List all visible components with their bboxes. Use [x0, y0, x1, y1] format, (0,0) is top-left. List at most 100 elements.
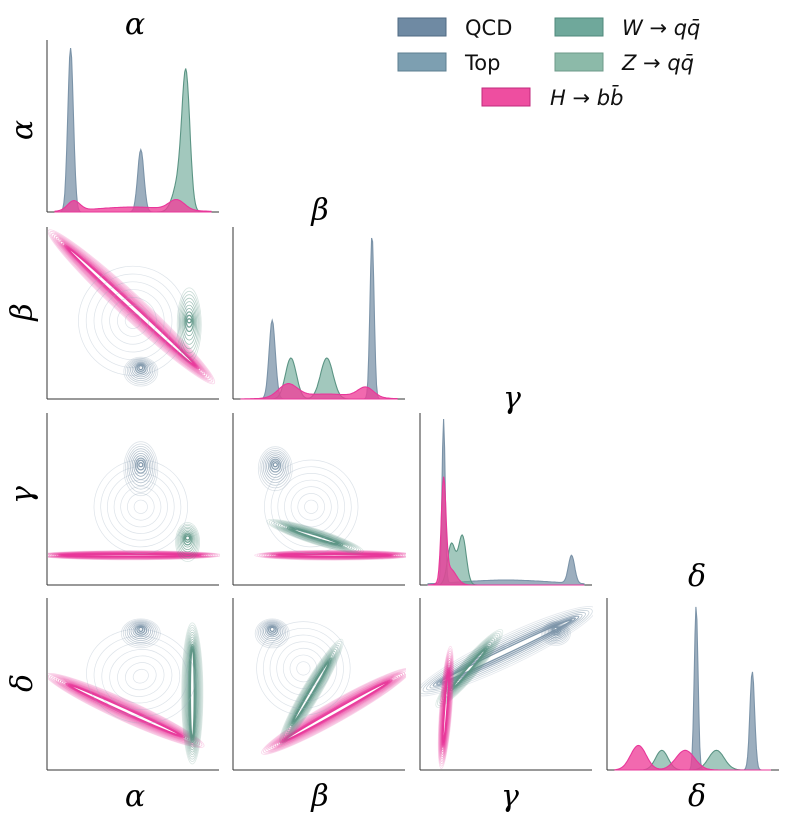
contour-panel-delta-vs-alpha-qcd-haze-3-level-0: [132, 668, 149, 684]
contour-panel-delta-vs-beta-w-z-band-1-level-10: [280, 640, 343, 743]
contour-panel-delta-vs-gamma-h-band-2-level-8: [439, 652, 453, 762]
contour-panel-gamma-vs-alpha-qcd-haze-3: [93, 459, 188, 554]
contour-panel-beta-vs-alpha-h-band-0-level-3: [61, 242, 201, 371]
contour-panel-gamma-vs-alpha-qcd-haze-3-level-4: [107, 473, 175, 541]
contour-panel-delta-vs-alpha-h-band-0-level-11: [48, 673, 205, 748]
contour-panel-beta-vs-alpha-qcd-blob-1-level-0: [138, 364, 144, 371]
contour-panel-delta-vs-beta-h-band-0-level-10: [263, 669, 406, 754]
contour-panel-gamma-vs-alpha-qcd-blob-1-level-6: [128, 448, 154, 487]
contour-panel-gamma-vs-alpha-h-band-0-level-9: [48, 550, 218, 560]
legend-item-top: Top: [397, 51, 500, 75]
contour-panel-delta-vs-gamma-h-band-2-level-7: [439, 655, 453, 760]
contour-panel-delta-vs-alpha-h-band-0-level-3: [63, 681, 188, 740]
contour-panel-beta-vs-alpha-qcd-blob-1-level-6: [128, 359, 154, 382]
contour-panel-delta-vs-gamma-qcd-band-0-level-0: [439, 619, 573, 684]
contour-panel-beta-vs-alpha-h-band-0-level-2: [63, 244, 200, 370]
contour-panel-gamma-vs-alpha-qcd-haze-3-level-3: [113, 479, 168, 534]
contour-panel-gamma-vs-alpha-w-z-blob-2: [175, 522, 201, 562]
contour-panel-delta-vs-beta-qcd-blob-2-level-5: [261, 622, 283, 641]
contour-panel-delta-vs-alpha-w-z-band-1-level-1: [188, 645, 196, 741]
contour-panel-delta-vs-alpha-w-z-band-1: [181, 622, 204, 765]
contour-panel-delta-vs-gamma-qcd-blob-3-level-9: [541, 621, 571, 646]
contour-panel-delta-vs-alpha-w-z-band-1-level-6: [185, 634, 200, 753]
contour-panel-delta-vs-alpha-h-band-0-level-10: [48, 674, 203, 747]
contour-panel-delta-vs-gamma-contours: [421, 606, 593, 769]
contour-panel-delta-vs-alpha-qcd-blob-2-level-8: [122, 619, 159, 647]
diag-panel-beta: [232, 227, 405, 400]
contour-panel-delta-vs-beta-w-z-band-1: [278, 638, 344, 745]
contour-panel-delta-vs-beta-qcd-haze-3-level-2: [282, 647, 324, 689]
diag-panel-gamma: [419, 413, 592, 586]
contour-panel-delta-vs-beta-w-z-band-1-level-2: [290, 657, 333, 727]
contour-panel-delta-vs-gamma-qcd-band-0-level-2: [432, 615, 580, 687]
contour-panel-delta-vs-gamma-h-band-2-level-4: [441, 662, 451, 753]
contour-panel-delta-vs-alpha-h-band-0-level-9: [50, 675, 201, 746]
contour-panel-delta-vs-beta-w-z-band-1-level-5: [286, 651, 336, 733]
contour-panel-delta-vs-beta-h-band-0-level-5: [273, 675, 399, 748]
contour-panel-delta-vs-alpha-qcd-blob-2-level-5: [128, 622, 153, 641]
contour-panel-gamma-vs-alpha-w-z-blob-2-level-7: [177, 525, 198, 558]
contour-panel-delta-vs-alpha-qcd-haze-3: [86, 628, 196, 724]
contour-panel-beta-vs-alpha-qcd-haze-3-level-2: [109, 297, 157, 345]
legend-label-w: W → qq̄: [622, 16, 700, 40]
contour-panel-delta-vs-gamma-qcd-blob-3-level-4: [548, 624, 564, 638]
contour-panel-gamma-vs-beta-qcd-blob-1-level-4: [266, 455, 285, 478]
contour-panel-gamma-vs-beta-h-band-0-level-2: [275, 552, 394, 558]
legend-swatch-top: [397, 52, 447, 72]
contour-panel-delta-vs-beta-qcd-blob-2: [254, 618, 290, 649]
contour-panel-gamma-vs-beta-qcd-blob-1-level-6: [262, 451, 288, 484]
contour-panel-delta-vs-alpha-qcd-haze-3-level-3: [109, 649, 173, 704]
contour-panel-delta-vs-alpha-w-z-band-1-level-5: [186, 636, 199, 751]
contour-panel-delta-vs-alpha-h-band-0-level-0: [69, 684, 181, 737]
contour-panel-gamma-vs-beta-w-z-band-2-level-10: [268, 519, 362, 553]
contour-panel-gamma-vs-alpha-qcd-haze-3-level-1: [127, 493, 155, 521]
contour-panel-gamma-vs-alpha-qcd-blob-1-level-3: [133, 455, 149, 477]
contour-panel-gamma-vs-beta-qcd-haze-3-level-3: [284, 479, 339, 534]
contour-panel-delta-vs-beta-w-z-band-1-level-7: [284, 647, 339, 737]
col-label-alpha: α: [125, 779, 145, 814]
contour-panel-delta-vs-gamma-w-z-band-1-level-10: [437, 630, 502, 706]
contour-panel-gamma-vs-beta-h-band-0-level-11: [254, 549, 406, 561]
contour-panel-gamma-vs-alpha-w-z-blob-2-level-0: [184, 535, 191, 541]
contour-panel-gamma-vs-beta-w-z-band-2-level-2: [286, 526, 344, 547]
legend-swatch-h: [481, 87, 531, 107]
contour-panel-beta-vs-alpha-qcd-blob-1-level-7: [126, 358, 155, 383]
contour-panel-beta-vs-alpha-w-z-blob-2-level-1: [185, 314, 193, 328]
contour-panel-delta-vs-beta-qcd-haze-3-level-3: [276, 641, 331, 696]
contour-panel-beta-vs-alpha-h-band-0-level-1: [65, 245, 198, 368]
contour-panel-delta-vs-gamma-qcd-band-0-level-4: [426, 612, 586, 691]
contour-panel-beta-vs-alpha-qcd-blob-1-level-2: [134, 363, 147, 374]
legend-swatch-w: [554, 17, 604, 37]
contour-panel-gamma-vs-beta-h-band-0-level-6: [266, 551, 404, 559]
contour-panel-gamma-vs-beta-w-z-band-2-level-7: [275, 522, 355, 551]
contour-panel-delta-vs-gamma: [419, 598, 593, 771]
contour-panel-gamma-vs-alpha-qcd-haze-3-level-5: [100, 466, 182, 548]
contour-panel-gamma-vs-alpha-qcd-blob-1-level-5: [130, 450, 152, 484]
contour-panel-beta-vs-alpha-w-z-blob-2-level-4: [182, 304, 197, 341]
contour-panel-delta-vs-gamma-qcd-blob-3-level-0: [553, 626, 559, 633]
diag-title-alpha: α: [125, 7, 145, 42]
contour-panel-delta-vs-alpha-w-z-band-1-level-11: [181, 622, 204, 765]
contour-panel-delta-vs-alpha-qcd-blob-2-level-6: [126, 621, 155, 643]
contour-panel-gamma-vs-alpha-w-z-blob-2-level-1: [183, 533, 192, 543]
contour-panel-delta-vs-beta-w-z-band-1-level-8: [282, 644, 340, 739]
contour-panel-beta-vs-alpha-qcd-haze-3: [78, 265, 188, 376]
contour-panel-gamma-vs-beta-w-z-band-2-level-3: [284, 525, 346, 547]
legend-item-w: W → qq̄: [554, 16, 700, 40]
contour-panel-beta-vs-alpha-qcd-haze-3-level-1: [117, 304, 149, 337]
contour-panel-gamma-vs-alpha-w-z-blob-2-level-2: [182, 532, 193, 546]
contour-panel-delta-vs-gamma-w-z-band-1-level-0: [452, 649, 486, 688]
contour-panel-delta-vs-beta-qcd-blob-2-level-9: [254, 618, 290, 649]
contour-panel-delta-vs-gamma-w-z-band-1-level-1: [451, 647, 488, 690]
legend-item-qcd: QCD: [397, 16, 512, 40]
contour-panel-gamma-vs-alpha-h-band-0-level-7: [48, 551, 214, 559]
contour-panel-delta-vs-alpha-w-z-band-1-level-2: [188, 643, 197, 744]
diag-title-gamma: γ: [503, 381, 521, 416]
contour-panel-gamma-vs-alpha-qcd-blob-1-level-9: [123, 441, 159, 497]
contour-panel-gamma-vs-beta-qcd-haze-3-level-1: [297, 493, 325, 521]
contour-panel-delta-vs-beta-qcd-blob-2-level-0: [269, 626, 275, 633]
contour-panel-beta-vs-alpha-w-z-blob-2: [176, 287, 202, 363]
contour-panel-delta-vs-alpha-qcd-haze-3-level-6: [86, 628, 196, 724]
contour-panel-delta-vs-alpha-qcd-haze-3-level-2: [117, 655, 165, 697]
